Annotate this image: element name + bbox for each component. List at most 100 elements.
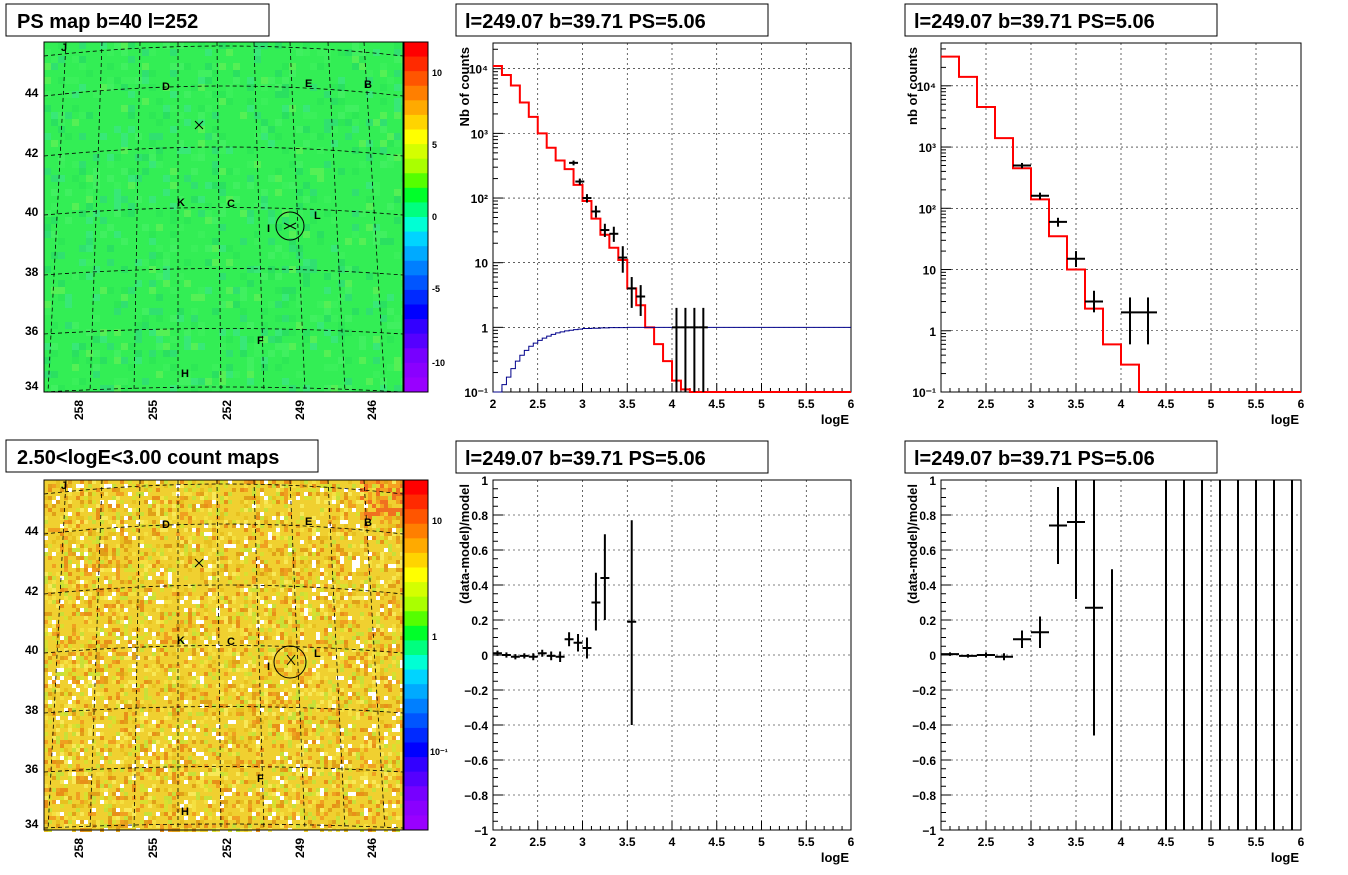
x-tick-label: 3.5: [619, 835, 636, 849]
data-point: [600, 534, 610, 620]
y-tick-label: 10⁴: [469, 63, 488, 77]
svg-text:34: 34: [25, 379, 39, 393]
x-tick-label: 2.5: [978, 397, 995, 411]
count-map-panel: 2.50<logE<3.00 count maps: [5, 439, 448, 858]
x-axis-label: logE: [821, 412, 849, 427]
count-map-grid: [43, 479, 404, 831]
svg-text:36: 36: [25, 324, 39, 338]
x-tick-label: 2: [490, 397, 497, 411]
y-tick-label: 1: [929, 325, 936, 339]
y-tick-label: −1: [474, 824, 488, 838]
data-point: [1031, 616, 1049, 648]
data-point: [1013, 630, 1031, 648]
count-map-title-box: [5, 439, 319, 473]
counts-spectrum-plot: l=249.07 b=39.71 PS=5.06 2 2.5 3 3.5 4 4.5 5 5.5…: [455, 3, 855, 427]
plot-title-box: [455, 3, 769, 37]
y-tick-label: 0.2: [471, 614, 488, 628]
plot-title: l=249.07 b=39.71 PS=5.06: [465, 448, 706, 470]
x-tick-label: 4.5: [1158, 835, 1175, 849]
data-point: [618, 246, 628, 273]
y-axis-label: Nb of counts: [457, 47, 472, 126]
y-tick-label: 10: [475, 257, 489, 271]
x-axis-label: logE: [1271, 850, 1299, 865]
count-map-x-ticks: 258 255 252 249 246: [72, 838, 379, 858]
data-point: [1049, 487, 1067, 564]
y-tick-label: 10⁻¹: [464, 386, 488, 400]
plot-title-box: [455, 440, 769, 474]
data-point: [609, 226, 619, 242]
svg-text:J: J: [61, 42, 67, 54]
residuals-rebinned-plot: l=249.07 b=39.71 PS=5.06 2 2.5 3 3.5 4 4.5 5 5.5…: [904, 440, 1305, 865]
y-tick-label: −0.6: [464, 754, 488, 768]
x-tick-label: 4: [669, 835, 676, 849]
x-tick-label: 3: [579, 835, 586, 849]
x-axis-label: logE: [821, 850, 849, 865]
x-tick-label: 2.5: [978, 835, 995, 849]
y-tick-label: 10²: [919, 202, 936, 216]
x-tick-label: 5.5: [1248, 397, 1265, 411]
svg-text:44: 44: [25, 86, 39, 100]
svg-text:249: 249: [293, 400, 307, 420]
ps-map-x-ticks: 258 255 252 249 246: [72, 400, 379, 420]
x-tick-label: 6: [1298, 835, 1305, 849]
x-tick-label: 3: [1028, 397, 1035, 411]
y-tick-label: 10⁻¹: [912, 386, 936, 400]
data-point: [591, 572, 601, 631]
y-tick-label: 0: [929, 649, 936, 663]
count-map-colorbar-labels: 10 1 10⁻¹: [430, 516, 448, 757]
plot-title-box: [904, 3, 1218, 37]
data-point: [995, 653, 1013, 661]
data-point: [698, 307, 708, 392]
svg-text:K: K: [177, 197, 185, 209]
y-tick-label: 10³: [471, 127, 488, 141]
counts-spectrum-rebinned-plot: l=249.07 b=39.71 PS=5.06 2 2.5 3 3.5 4 4.5 5 5.5…: [904, 3, 1305, 427]
count-map-frame: [43, 479, 404, 831]
ps-map-markers: [194, 120, 305, 241]
y-tick-label: 0.6: [919, 544, 936, 558]
svg-text:H: H: [181, 368, 189, 380]
acceptance-step-line: [493, 326, 851, 393]
x-tick-label: 4.5: [1158, 397, 1175, 411]
y-tick-label: 1: [481, 474, 488, 488]
y-tick-label: 0.2: [919, 614, 936, 628]
y-tick-label: −0.4: [464, 719, 488, 733]
data-point: [1121, 297, 1139, 345]
data-point: [582, 194, 592, 203]
svg-text:246: 246: [365, 400, 379, 420]
x-tick-label: 5: [758, 397, 765, 411]
y-axis-label: nb of counts: [905, 47, 920, 125]
count-map-title: 2.50<logE<3.00 count maps: [17, 447, 279, 469]
data-point: [1067, 251, 1085, 267]
data-point: [510, 654, 520, 660]
data-point: [627, 520, 637, 725]
plot-title: l=249.07 b=39.71 PS=5.06: [914, 448, 1155, 470]
y-tick-label: −0.6: [912, 754, 936, 768]
y-tick-label: 10³: [919, 141, 936, 155]
x-tick-label: 3: [579, 397, 586, 411]
x-tick-label: 3.5: [619, 397, 636, 411]
svg-text:L: L: [314, 210, 321, 222]
plot-title: l=249.07 b=39.71 PS=5.06: [914, 11, 1155, 33]
data-point: [573, 634, 583, 652]
y-axis-label: (data-model)/model: [457, 484, 472, 604]
ps-map-colorbar-labels: 10 5 0 -5 -10: [432, 68, 445, 368]
ps-map-panel: PS map b=40 l=252 J: [5, 3, 445, 420]
ps-map-y-ticks: 44 42 40 38 36 34: [25, 86, 39, 393]
svg-text:-10: -10: [432, 358, 445, 368]
data-point: [941, 652, 959, 656]
svg-text:5: 5: [432, 140, 437, 150]
data-point: [555, 651, 565, 662]
data-point: [1013, 162, 1031, 169]
data-point: [627, 277, 637, 308]
plot-title: l=249.07 b=39.71 PS=5.06: [465, 11, 706, 33]
svg-text:D: D: [162, 81, 170, 93]
x-tick-label: 5.5: [1248, 835, 1265, 849]
y-tick-label: −0.4: [912, 719, 936, 733]
data-point: [528, 653, 538, 661]
x-tick-label: 4: [1118, 397, 1125, 411]
data-point: [600, 223, 610, 237]
ps-map-frame: [43, 41, 404, 393]
x-tick-label: 5: [758, 835, 765, 849]
ps-map-colorbar: [403, 41, 429, 393]
